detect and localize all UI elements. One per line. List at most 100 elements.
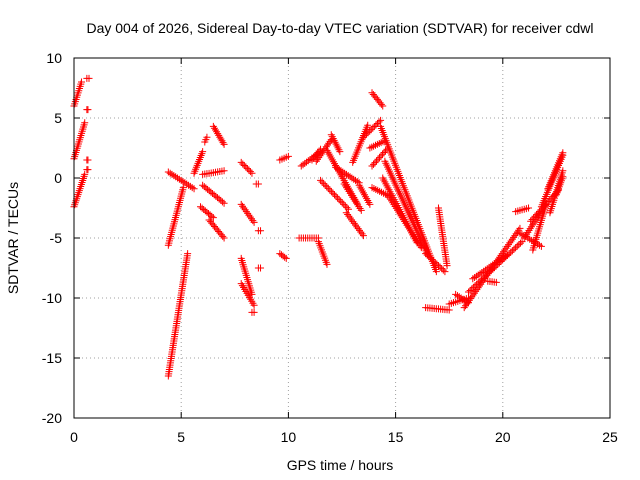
x-tick-label: 5 <box>177 429 185 445</box>
data-point <box>426 254 434 262</box>
data-point <box>518 238 526 246</box>
data-point <box>471 274 479 282</box>
data-point <box>184 250 192 258</box>
data-point <box>364 129 372 137</box>
data-point <box>215 131 223 139</box>
data-point <box>323 183 331 191</box>
data-point <box>357 206 365 214</box>
data-point <box>502 244 510 252</box>
data-point <box>507 237 515 245</box>
data-point <box>297 162 305 170</box>
data-point <box>346 173 354 181</box>
data-point <box>364 121 372 129</box>
data-point <box>430 257 438 265</box>
data-point <box>237 158 245 166</box>
y-tick-label: -20 <box>42 410 62 426</box>
data-point <box>241 206 249 214</box>
data-point <box>559 173 567 181</box>
data-point <box>510 245 518 253</box>
data-point <box>428 256 436 264</box>
data-point <box>220 167 228 175</box>
data-point <box>373 157 381 165</box>
data-point <box>357 228 365 236</box>
data-point <box>332 192 340 200</box>
data-point <box>468 285 476 293</box>
data-point <box>476 277 484 285</box>
data-point <box>353 223 361 231</box>
data-point <box>345 212 353 220</box>
data-point <box>190 185 198 193</box>
data-point <box>85 74 93 82</box>
data-point <box>218 137 226 145</box>
x-tick-label: 10 <box>281 429 297 445</box>
data-point <box>503 242 511 250</box>
data-point <box>474 271 482 279</box>
data-point <box>490 260 498 268</box>
data-point <box>81 170 89 178</box>
data-point <box>250 301 258 309</box>
y-tick-label: 5 <box>54 110 62 126</box>
data-point <box>501 246 509 254</box>
data-point <box>379 102 387 110</box>
data-point <box>559 167 567 175</box>
data-point <box>463 300 471 308</box>
data-point <box>368 162 376 170</box>
data-point <box>248 215 256 223</box>
data-point <box>544 197 552 205</box>
data-point <box>84 106 92 114</box>
data-point <box>377 116 385 124</box>
data-point <box>425 253 433 261</box>
data-point <box>243 165 251 173</box>
data-point <box>348 216 356 224</box>
data-point <box>248 169 256 177</box>
data-point <box>213 128 221 136</box>
data-point <box>496 256 504 264</box>
data-point <box>321 181 329 189</box>
data-points <box>70 74 567 380</box>
data-point <box>465 296 473 304</box>
data-point <box>220 199 228 207</box>
data-point <box>431 259 439 267</box>
data-point <box>219 232 227 240</box>
data-point <box>482 271 490 279</box>
data-point <box>209 214 217 222</box>
data-point <box>216 133 224 141</box>
y-tick-label: 0 <box>54 170 62 186</box>
data-point <box>417 244 425 252</box>
data-point <box>503 251 511 259</box>
data-point <box>499 253 507 261</box>
data-point <box>445 306 453 314</box>
data-point <box>303 158 311 166</box>
data-point <box>530 214 538 222</box>
data-point <box>329 189 337 197</box>
data-point <box>512 230 520 238</box>
data-point <box>537 242 545 250</box>
data-point <box>327 188 335 196</box>
data-point <box>299 161 307 169</box>
data-point <box>441 268 449 276</box>
data-point <box>359 232 367 240</box>
data-point <box>317 176 325 184</box>
data-point <box>379 150 387 158</box>
data-point <box>245 166 253 174</box>
data-point <box>477 276 485 284</box>
data-point <box>333 164 341 172</box>
data-point <box>375 118 383 126</box>
data-point <box>508 235 516 243</box>
data-point <box>377 100 385 108</box>
data-point <box>464 288 472 296</box>
data-point <box>209 122 217 130</box>
data-point <box>344 211 352 219</box>
data-point <box>350 175 358 183</box>
data-point <box>478 268 486 276</box>
data-point <box>309 154 317 162</box>
data-point <box>245 211 253 219</box>
data-point <box>210 124 218 132</box>
data-point <box>284 152 292 160</box>
data-point <box>342 209 350 217</box>
data-point <box>505 241 513 249</box>
data-point <box>308 156 316 164</box>
data-point <box>81 119 89 127</box>
x-tick-label: 15 <box>388 429 404 445</box>
data-point <box>510 233 518 241</box>
